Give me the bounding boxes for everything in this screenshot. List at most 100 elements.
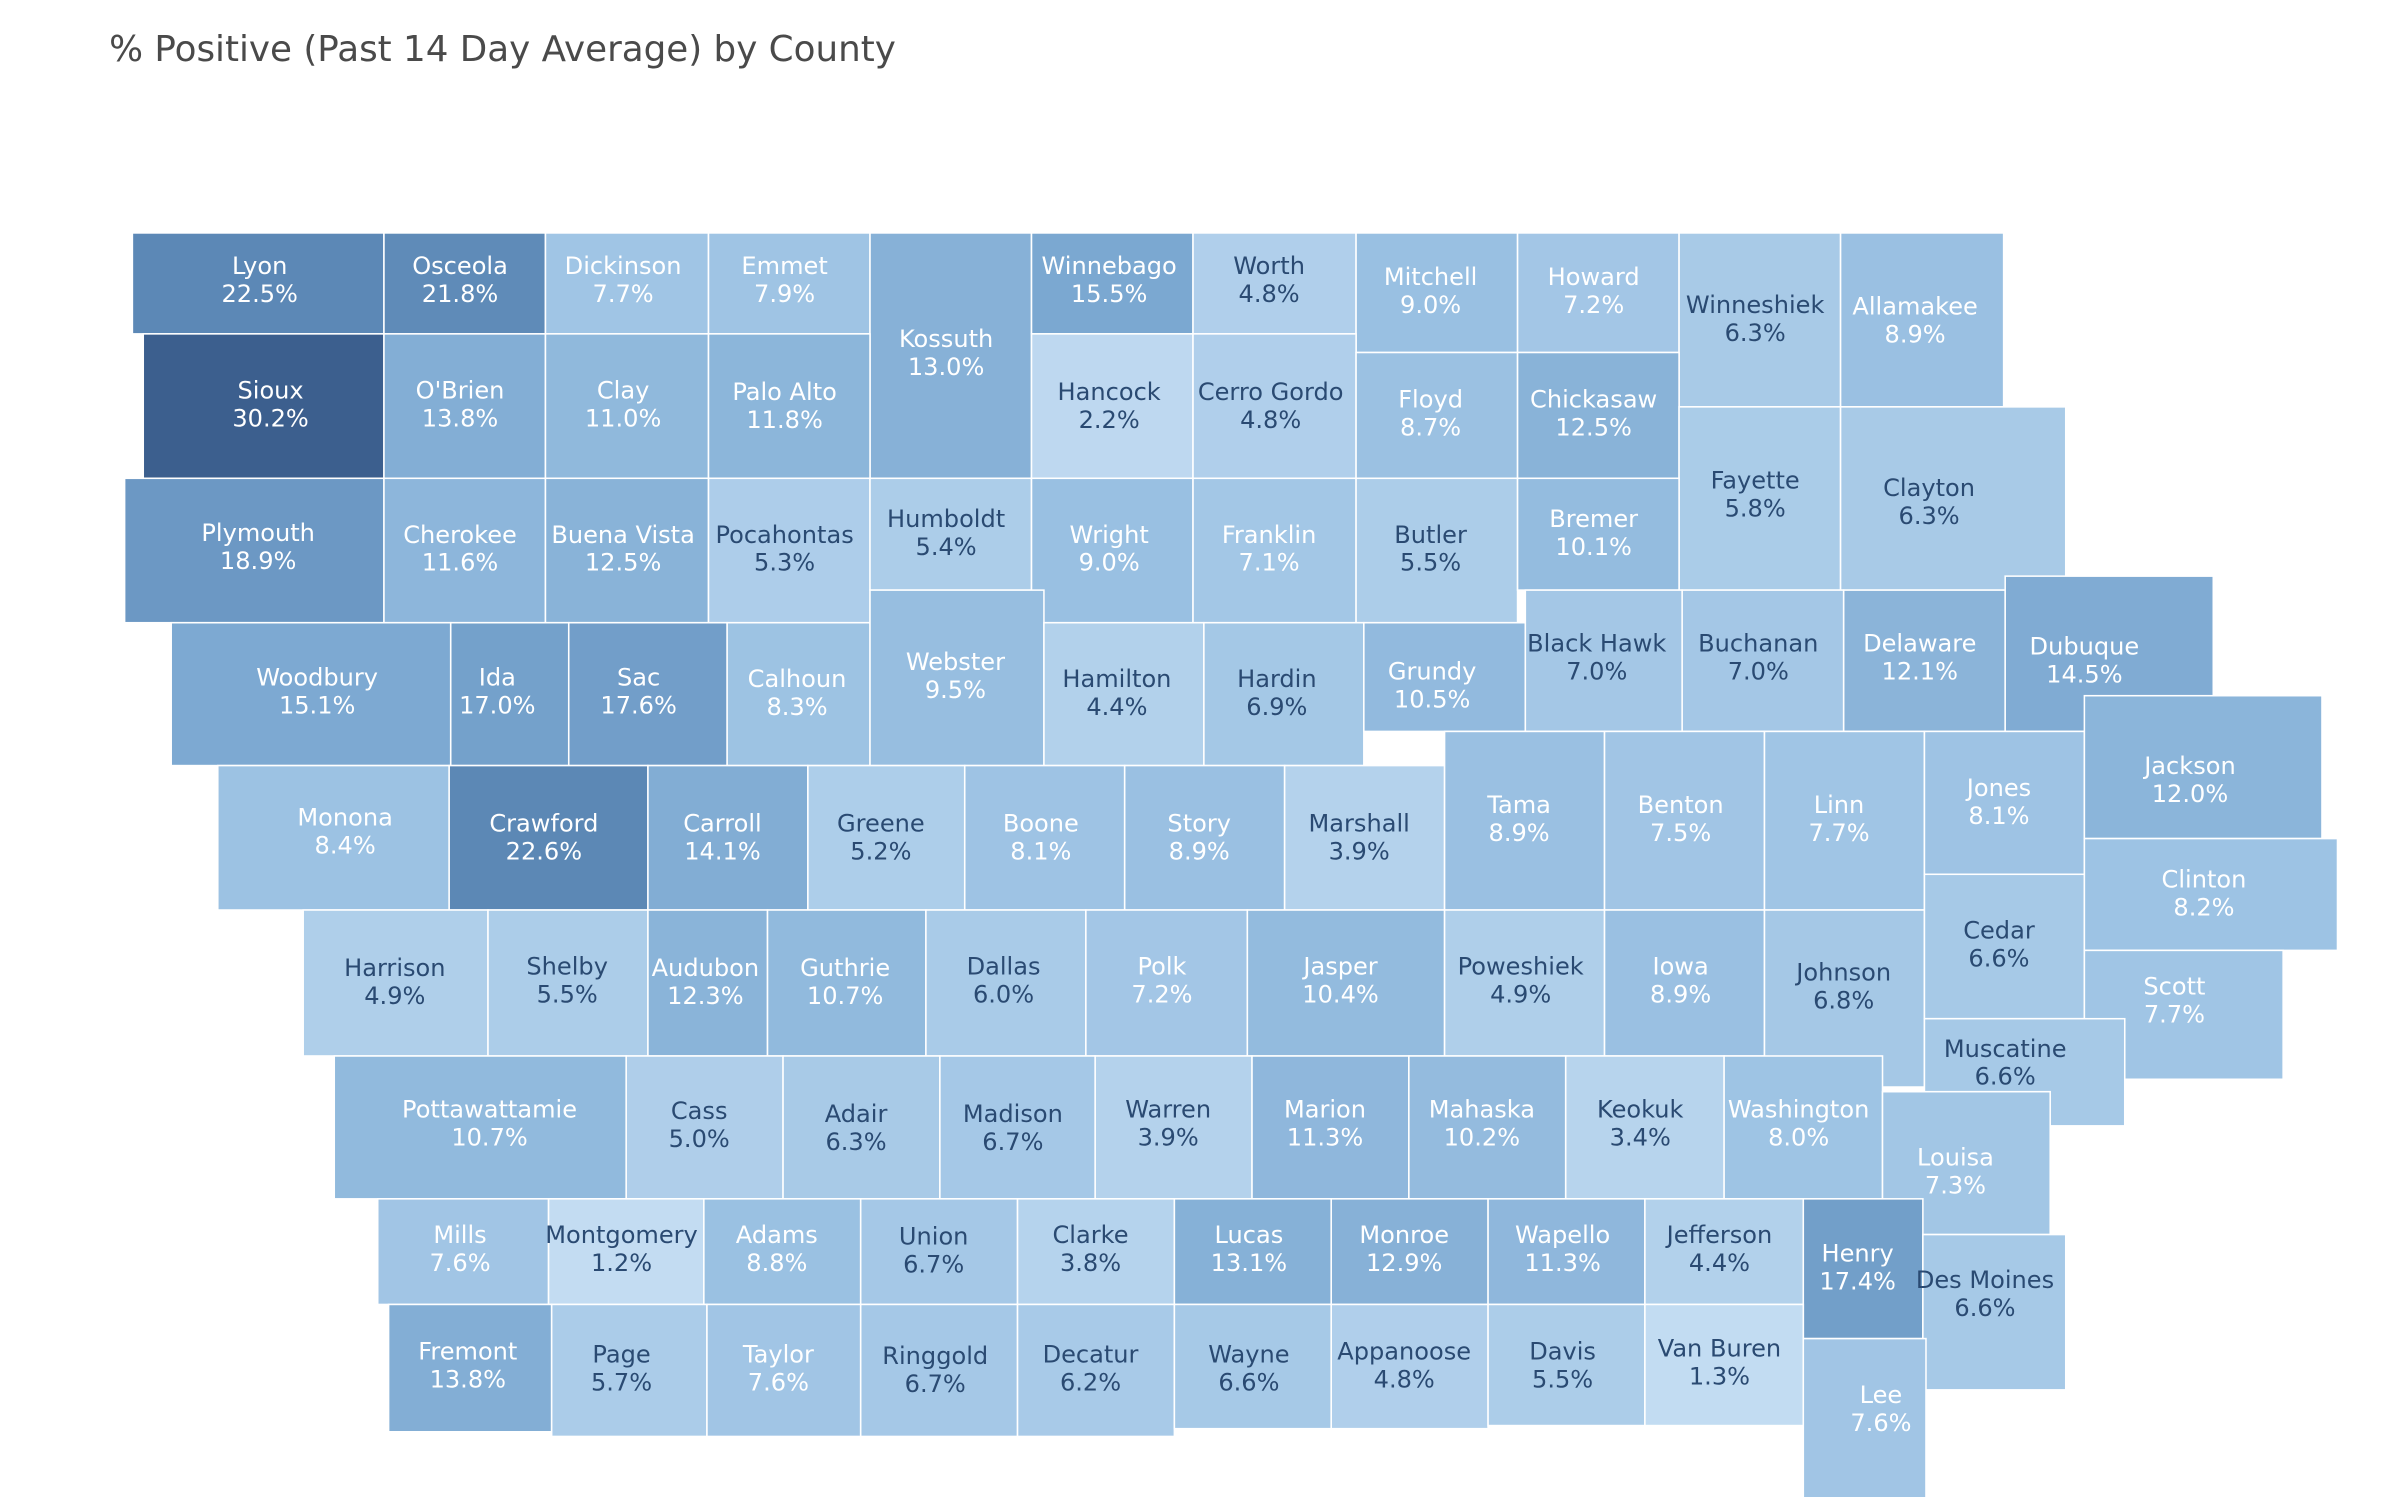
- county-value: 8.9%: [1489, 819, 1550, 847]
- county-value: 5.0%: [669, 1125, 730, 1153]
- county-shape: [707, 477, 871, 624]
- county-value: 6.8%: [1813, 987, 1874, 1015]
- county-shape: [1173, 1198, 1332, 1306]
- county-name: O'Brien: [416, 376, 505, 404]
- county-shape: [1644, 1198, 1805, 1306]
- county-shape: [1408, 1055, 1567, 1200]
- county-shape: [1922, 1233, 2067, 1391]
- counties: [123, 232, 2339, 1497]
- county-value: 3.8%: [1060, 1249, 1121, 1277]
- county-value: 10.4%: [1302, 980, 1378, 1008]
- county-shape: [123, 477, 385, 624]
- county-value: 6.6%: [1218, 1369, 1279, 1397]
- county-value: 11.3%: [1524, 1249, 1600, 1277]
- county-shape: [383, 333, 547, 480]
- county-value: 8.0%: [1768, 1123, 1829, 1151]
- county-name: Hardin: [1237, 665, 1317, 693]
- county-name: Humboldt: [887, 505, 1005, 533]
- county-name: Decatur: [1043, 1341, 1139, 1369]
- county-value: 6.2%: [1060, 1369, 1121, 1397]
- county-shape: [131, 232, 385, 335]
- county-value: 10.7%: [807, 982, 883, 1010]
- county-name: Dickinson: [565, 252, 682, 280]
- county-shape: [1443, 730, 1606, 911]
- county-shape: [1330, 1198, 1489, 1306]
- county-name: Worth: [1233, 252, 1305, 280]
- county-value: 4.8%: [1240, 406, 1301, 434]
- county-value: 11.0%: [585, 404, 661, 432]
- county-name: Henry: [1822, 1240, 1894, 1268]
- county-value: 9.0%: [1400, 291, 1461, 319]
- county-shape: [1802, 1337, 1927, 1497]
- county-value: 7.0%: [1566, 657, 1627, 685]
- county-value: 6.3%: [1725, 319, 1786, 347]
- county-name: Chickasaw: [1530, 386, 1657, 414]
- county-value: 6.0%: [973, 980, 1034, 1008]
- county-shape: [1723, 1055, 1884, 1200]
- county-value: 8.2%: [2173, 893, 2234, 921]
- county-name: Harrison: [344, 954, 445, 982]
- county-value: 3.9%: [1138, 1123, 1199, 1151]
- county-value: 4.8%: [1374, 1366, 1435, 1394]
- county-value: 5.4%: [916, 533, 977, 561]
- county-shape: [1030, 333, 1194, 480]
- county-name: Sioux: [238, 376, 304, 404]
- county-shape: [859, 1198, 1019, 1306]
- county-name: Dubuque: [2030, 633, 2140, 661]
- county-value: 18.9%: [220, 547, 296, 575]
- county-shape: [1681, 589, 1845, 733]
- county-shape: [487, 909, 649, 1057]
- county-name: Ida: [479, 664, 516, 692]
- county-value: 6.7%: [903, 1251, 964, 1279]
- county-name: Story: [1167, 810, 1231, 838]
- county-shape: [1839, 232, 2005, 408]
- county-shape: [376, 1198, 550, 1306]
- county-value: 4.4%: [1689, 1249, 1750, 1277]
- county-value: 9.5%: [925, 676, 986, 704]
- county-name: Monroe: [1359, 1221, 1449, 1249]
- county-name: Lucas: [1215, 1221, 1284, 1249]
- county-shape: [142, 333, 385, 480]
- county-name: Wayne: [1208, 1341, 1289, 1369]
- county-value: 6.3%: [825, 1128, 886, 1156]
- county-name: Butler: [1394, 521, 1467, 549]
- county-value: 4.8%: [1239, 280, 1300, 308]
- county-shape: [869, 589, 1045, 767]
- county-name: Bremer: [1549, 505, 1638, 533]
- county-name: Des Moines: [1916, 1266, 2054, 1294]
- county-name: Muscatine: [1944, 1035, 2067, 1063]
- county-name: Adams: [736, 1221, 818, 1249]
- county-name: Fremont: [418, 1338, 517, 1366]
- county-value: 14.1%: [684, 838, 760, 866]
- county-name: Washington: [1728, 1095, 1869, 1123]
- county-value: 12.9%: [1366, 1249, 1442, 1277]
- county-value: 11.3%: [1287, 1123, 1363, 1151]
- county-name: Carroll: [683, 810, 761, 838]
- county-name: Jones: [1965, 774, 2031, 802]
- county-name: Lee: [1860, 1381, 1903, 1409]
- county-value: 8.7%: [1400, 414, 1461, 442]
- county-shape: [333, 1055, 627, 1200]
- county-shape: [544, 232, 710, 335]
- county-shape: [1524, 589, 1683, 733]
- county-shape: [1355, 232, 1519, 354]
- county-value: 12.0%: [2152, 780, 2228, 808]
- county-name: Mills: [433, 1221, 486, 1249]
- county-shape: [1678, 232, 1842, 408]
- county-name: Winneshiek: [1686, 291, 1825, 319]
- county-name: Clayton: [1883, 474, 1975, 502]
- county-value: 10.7%: [451, 1123, 527, 1151]
- county-value: 8.3%: [766, 693, 827, 721]
- county-name: Clay: [597, 376, 649, 404]
- county-shape: [706, 1303, 862, 1438]
- county-name: Jefferson: [1665, 1221, 1773, 1249]
- county-value: 7.6%: [1850, 1409, 1911, 1437]
- county-value: 15.1%: [279, 692, 355, 720]
- county-name: Pottawattamie: [402, 1095, 577, 1123]
- county-name: Marshall: [1309, 810, 1410, 838]
- county-value: 7.7%: [593, 280, 654, 308]
- county-value: 7.0%: [1728, 657, 1789, 685]
- county-shape: [1246, 909, 1446, 1057]
